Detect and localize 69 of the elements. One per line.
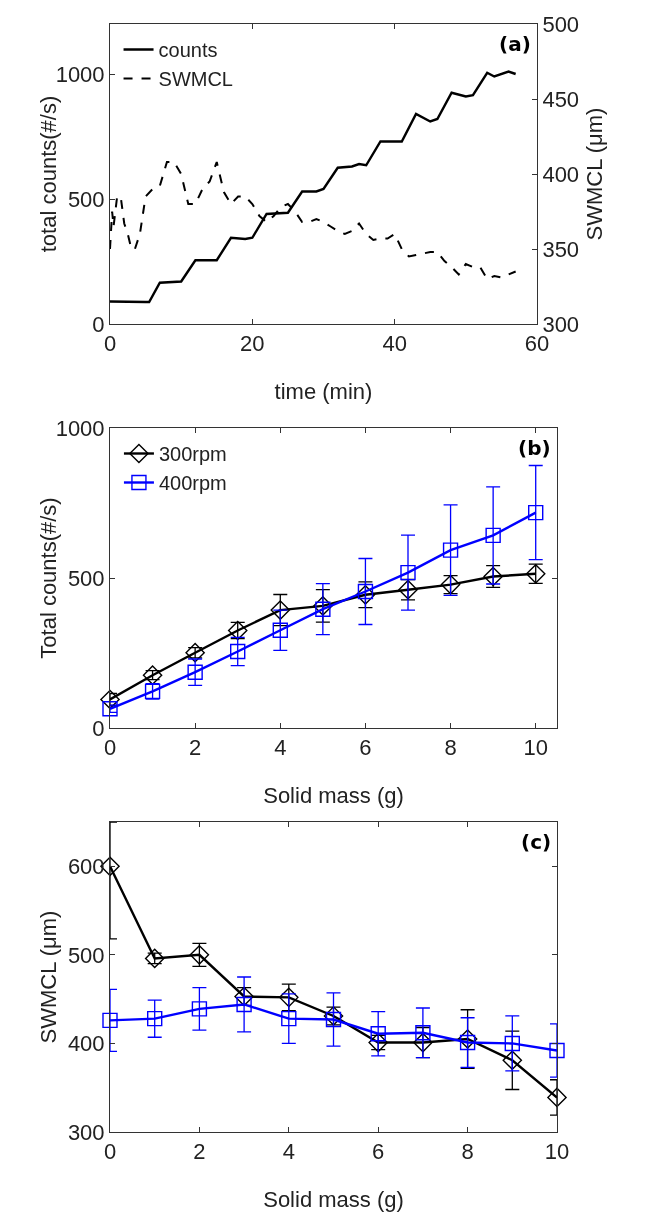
annotation: (b) <box>518 436 551 460</box>
point <box>315 601 331 617</box>
point <box>147 1010 163 1027</box>
legend-label: counts <box>158 39 218 62</box>
x-tick-label: 40 <box>382 331 407 357</box>
x-tick-label: 10 <box>544 1139 570 1165</box>
point <box>100 689 120 710</box>
y-tick-label: 500 <box>67 186 105 212</box>
y2-tick-label: 500 <box>542 11 580 37</box>
point <box>415 1025 431 1041</box>
point <box>485 527 501 544</box>
point <box>442 542 459 558</box>
point <box>528 504 544 521</box>
y-tick-label: 600 <box>67 853 105 879</box>
x-tick-label: 2 <box>189 735 202 761</box>
point <box>547 1087 567 1108</box>
point <box>413 1032 433 1053</box>
y-axis-title: Total counts(#/s) <box>36 497 61 659</box>
y-tick-label: 500 <box>67 565 105 591</box>
x-tick-label: 8 <box>461 1139 474 1165</box>
point <box>272 622 288 638</box>
y2-axis-title: SWMCL (μm) <box>582 107 607 241</box>
point <box>236 996 252 1013</box>
y2-tick-label: 350 <box>542 236 580 262</box>
point <box>457 1029 478 1049</box>
point <box>400 564 416 581</box>
point <box>370 1025 386 1042</box>
point <box>102 1012 118 1029</box>
point <box>357 583 374 600</box>
point <box>549 1042 565 1059</box>
point <box>142 665 163 685</box>
x-tick-label: 10 <box>523 735 548 761</box>
point <box>459 1034 476 1051</box>
x-axis-title: time (min) <box>274 379 373 404</box>
y-tick-label: 400 <box>67 1031 105 1057</box>
y2-tick-label: 400 <box>542 161 580 187</box>
x-axis-title: Solid mass (g) <box>263 1187 404 1212</box>
point <box>281 1010 297 1027</box>
x-tick-label: 6 <box>372 1139 385 1165</box>
x-tick-label: 6 <box>359 735 372 761</box>
x-tick-label: 4 <box>282 1139 295 1165</box>
y-tick-label: 300 <box>67 1119 105 1145</box>
x-tick-label: 2 <box>193 1139 206 1165</box>
annotation: (c) <box>521 830 552 854</box>
y-axis-title: total counts(#/s) <box>36 95 61 253</box>
x-tick-label: 4 <box>274 735 287 761</box>
x-tick-label: 20 <box>240 331 265 357</box>
legend-label: 300rpm <box>158 443 227 466</box>
y-tick-label: 1000 <box>55 415 105 441</box>
line-series <box>110 70 517 304</box>
y2-tick-label: 450 <box>542 86 580 112</box>
point <box>504 1035 520 1052</box>
y-tick-label: 500 <box>67 942 105 968</box>
x-tick-label: 8 <box>444 735 457 761</box>
point <box>502 1050 523 1071</box>
legend-label: SWMCL <box>158 68 233 91</box>
annotation: (a) <box>499 32 531 56</box>
y-tick-label: 1000 <box>55 61 105 87</box>
point <box>191 1001 208 1017</box>
point <box>270 600 291 620</box>
point <box>187 664 203 680</box>
y-tick-label: 0 <box>92 715 105 741</box>
y-tick-label: 0 <box>92 311 105 337</box>
legend-label: 400rpm <box>158 472 227 495</box>
point <box>325 1011 342 1028</box>
point <box>230 643 246 660</box>
x-axis-title: Solid mass (g) <box>263 783 404 808</box>
y-axis-title: SWMCL (μm) <box>36 910 61 1044</box>
point <box>102 701 118 717</box>
